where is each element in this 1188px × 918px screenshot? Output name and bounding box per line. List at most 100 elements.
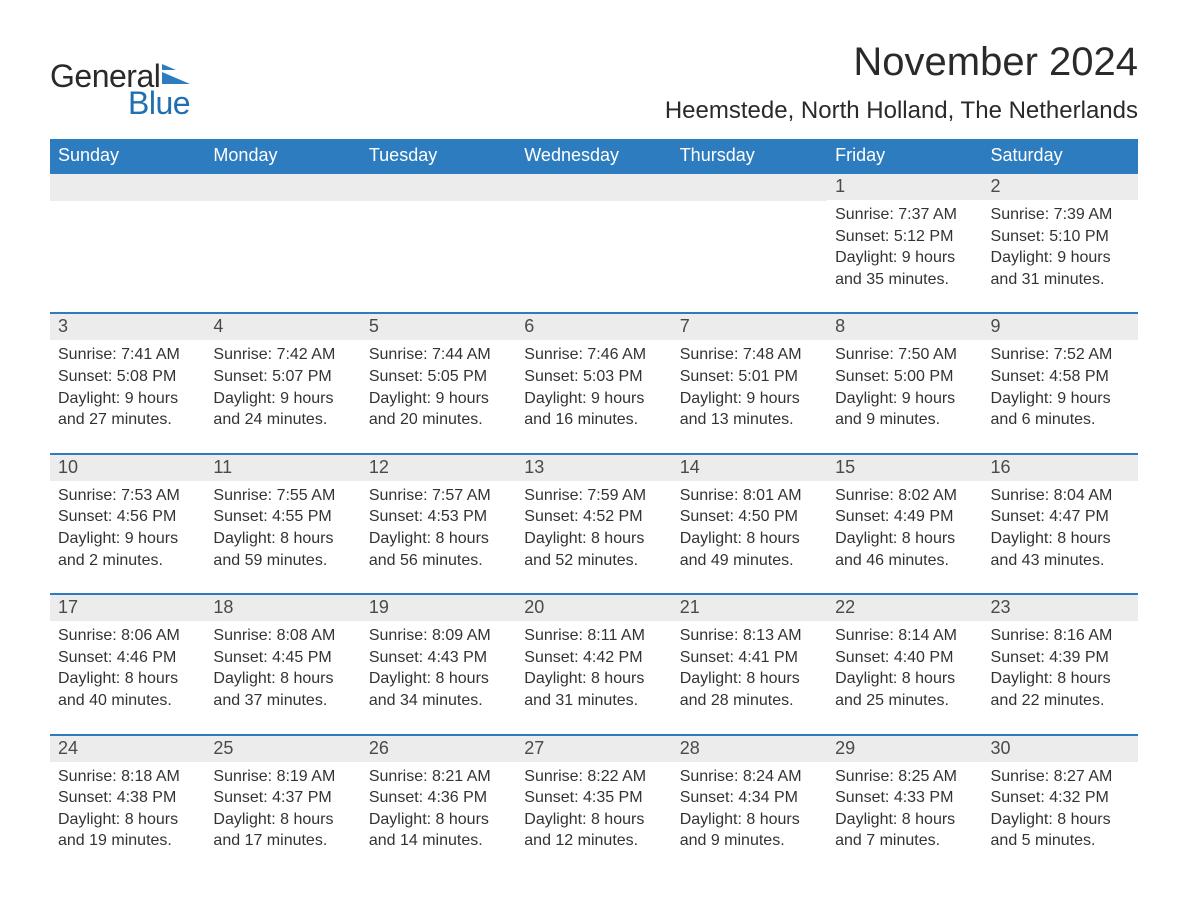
day-sunrise-text: Sunrise: 7:50 AM [835, 344, 974, 366]
day-daylight1-text: Daylight: 9 hours [524, 388, 663, 410]
day-daylight2-text: and 9 minutes. [680, 830, 819, 852]
day-daylight2-text: and 40 minutes. [58, 690, 197, 712]
day-sunrise-text: Sunrise: 7:44 AM [369, 344, 508, 366]
day-cell: 10Sunrise: 7:53 AMSunset: 4:56 PMDayligh… [50, 455, 205, 579]
day-sunrise-text: Sunrise: 7:39 AM [991, 204, 1130, 226]
empty-day-number [672, 174, 827, 201]
day-content: Sunrise: 7:41 AMSunset: 5:08 PMDaylight:… [50, 340, 205, 430]
day-sunrise-text: Sunrise: 8:13 AM [680, 625, 819, 647]
day-sunrise-text: Sunrise: 8:06 AM [58, 625, 197, 647]
day-content: Sunrise: 8:04 AMSunset: 4:47 PMDaylight:… [983, 481, 1138, 571]
day-daylight1-text: Daylight: 8 hours [680, 809, 819, 831]
day-cell: 12Sunrise: 7:57 AMSunset: 4:53 PMDayligh… [361, 455, 516, 579]
day-daylight1-text: Daylight: 8 hours [680, 668, 819, 690]
day-daylight2-text: and 2 minutes. [58, 550, 197, 572]
day-cell: 28Sunrise: 8:24 AMSunset: 4:34 PMDayligh… [672, 736, 827, 860]
day-cell: 5Sunrise: 7:44 AMSunset: 5:05 PMDaylight… [361, 314, 516, 438]
day-number: 11 [205, 455, 360, 481]
day-daylight1-text: Daylight: 8 hours [369, 528, 508, 550]
day-cell: 26Sunrise: 8:21 AMSunset: 4:36 PMDayligh… [361, 736, 516, 860]
day-daylight2-text: and 37 minutes. [213, 690, 352, 712]
day-daylight2-text: and 24 minutes. [213, 409, 352, 431]
day-cell: 14Sunrise: 8:01 AMSunset: 4:50 PMDayligh… [672, 455, 827, 579]
day-daylight2-text: and 25 minutes. [835, 690, 974, 712]
week-row: 24Sunrise: 8:18 AMSunset: 4:38 PMDayligh… [50, 734, 1138, 860]
day-sunrise-text: Sunrise: 8:18 AM [58, 766, 197, 788]
day-daylight1-text: Daylight: 8 hours [835, 528, 974, 550]
day-daylight2-text: and 31 minutes. [991, 269, 1130, 291]
day-content: Sunrise: 7:48 AMSunset: 5:01 PMDaylight:… [672, 340, 827, 430]
day-sunrise-text: Sunrise: 8:19 AM [213, 766, 352, 788]
day-daylight1-text: Daylight: 8 hours [369, 668, 508, 690]
day-sunrise-text: Sunrise: 7:53 AM [58, 485, 197, 507]
day-daylight2-text: and 16 minutes. [524, 409, 663, 431]
day-number: 26 [361, 736, 516, 762]
day-cell: 4Sunrise: 7:42 AMSunset: 5:07 PMDaylight… [205, 314, 360, 438]
day-number: 22 [827, 595, 982, 621]
day-daylight1-text: Daylight: 8 hours [213, 528, 352, 550]
day-cell: 24Sunrise: 8:18 AMSunset: 4:38 PMDayligh… [50, 736, 205, 860]
day-number: 6 [516, 314, 671, 340]
day-number: 16 [983, 455, 1138, 481]
day-sunrise-text: Sunrise: 7:48 AM [680, 344, 819, 366]
day-cell: 27Sunrise: 8:22 AMSunset: 4:35 PMDayligh… [516, 736, 671, 860]
day-cell: 7Sunrise: 7:48 AMSunset: 5:01 PMDaylight… [672, 314, 827, 438]
day-sunrise-text: Sunrise: 8:01 AM [680, 485, 819, 507]
day-number: 15 [827, 455, 982, 481]
day-number: 28 [672, 736, 827, 762]
day-content: Sunrise: 8:13 AMSunset: 4:41 PMDaylight:… [672, 621, 827, 711]
day-daylight2-text: and 13 minutes. [680, 409, 819, 431]
day-number: 24 [50, 736, 205, 762]
day-cell [205, 174, 360, 298]
day-cell: 18Sunrise: 8:08 AMSunset: 4:45 PMDayligh… [205, 595, 360, 719]
day-sunset-text: Sunset: 4:37 PM [213, 787, 352, 809]
weekday-header: Sunday [50, 139, 205, 172]
day-sunset-text: Sunset: 4:52 PM [524, 506, 663, 528]
day-content: Sunrise: 8:06 AMSunset: 4:46 PMDaylight:… [50, 621, 205, 711]
day-daylight2-text: and 46 minutes. [835, 550, 974, 572]
day-content: Sunrise: 7:53 AMSunset: 4:56 PMDaylight:… [50, 481, 205, 571]
day-content: Sunrise: 7:42 AMSunset: 5:07 PMDaylight:… [205, 340, 360, 430]
day-cell: 19Sunrise: 8:09 AMSunset: 4:43 PMDayligh… [361, 595, 516, 719]
day-sunset-text: Sunset: 4:53 PM [369, 506, 508, 528]
day-daylight2-text: and 5 minutes. [991, 830, 1130, 852]
day-daylight2-text: and 34 minutes. [369, 690, 508, 712]
day-daylight2-text: and 14 minutes. [369, 830, 508, 852]
day-content: Sunrise: 7:50 AMSunset: 5:00 PMDaylight:… [827, 340, 982, 430]
day-number: 10 [50, 455, 205, 481]
day-daylight1-text: Daylight: 8 hours [213, 809, 352, 831]
day-sunset-text: Sunset: 4:45 PM [213, 647, 352, 669]
day-sunrise-text: Sunrise: 8:24 AM [680, 766, 819, 788]
day-daylight2-text: and 43 minutes. [991, 550, 1130, 572]
day-daylight1-text: Daylight: 9 hours [835, 388, 974, 410]
day-daylight2-text: and 19 minutes. [58, 830, 197, 852]
day-sunset-text: Sunset: 4:36 PM [369, 787, 508, 809]
day-sunrise-text: Sunrise: 8:22 AM [524, 766, 663, 788]
day-content: Sunrise: 7:57 AMSunset: 4:53 PMDaylight:… [361, 481, 516, 571]
day-content: Sunrise: 7:46 AMSunset: 5:03 PMDaylight:… [516, 340, 671, 430]
day-number: 3 [50, 314, 205, 340]
day-sunrise-text: Sunrise: 8:11 AM [524, 625, 663, 647]
weekday-header: Wednesday [516, 139, 671, 172]
day-sunset-text: Sunset: 4:49 PM [835, 506, 974, 528]
day-content: Sunrise: 8:09 AMSunset: 4:43 PMDaylight:… [361, 621, 516, 711]
day-number: 2 [983, 174, 1138, 200]
day-number: 7 [672, 314, 827, 340]
day-content: Sunrise: 7:52 AMSunset: 4:58 PMDaylight:… [983, 340, 1138, 430]
day-daylight1-text: Daylight: 8 hours [835, 668, 974, 690]
day-number: 14 [672, 455, 827, 481]
day-cell: 17Sunrise: 8:06 AMSunset: 4:46 PMDayligh… [50, 595, 205, 719]
day-daylight2-text: and 35 minutes. [835, 269, 974, 291]
day-cell: 6Sunrise: 7:46 AMSunset: 5:03 PMDaylight… [516, 314, 671, 438]
day-number: 9 [983, 314, 1138, 340]
day-sunset-text: Sunset: 4:39 PM [991, 647, 1130, 669]
day-sunrise-text: Sunrise: 7:42 AM [213, 344, 352, 366]
day-sunrise-text: Sunrise: 7:57 AM [369, 485, 508, 507]
day-cell: 30Sunrise: 8:27 AMSunset: 4:32 PMDayligh… [983, 736, 1138, 860]
day-sunset-text: Sunset: 4:43 PM [369, 647, 508, 669]
day-content: Sunrise: 7:37 AMSunset: 5:12 PMDaylight:… [827, 200, 982, 290]
day-content: Sunrise: 8:16 AMSunset: 4:39 PMDaylight:… [983, 621, 1138, 711]
week-row: 17Sunrise: 8:06 AMSunset: 4:46 PMDayligh… [50, 593, 1138, 719]
day-daylight2-text: and 31 minutes. [524, 690, 663, 712]
day-daylight2-text: and 22 minutes. [991, 690, 1130, 712]
